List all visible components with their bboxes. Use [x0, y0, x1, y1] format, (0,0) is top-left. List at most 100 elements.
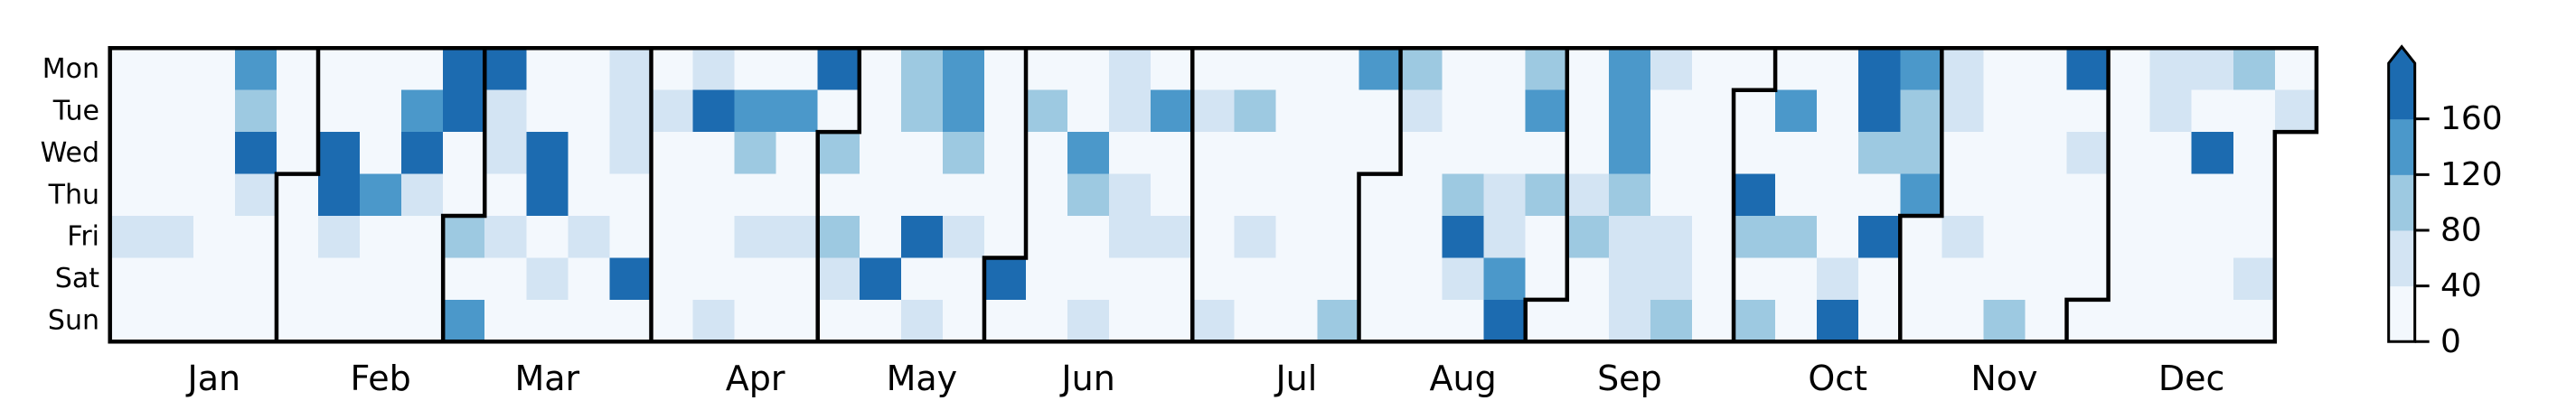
heatmap-cell: [692, 173, 735, 217]
heatmap-cell: [1650, 299, 1692, 342]
heatmap-cell: [651, 257, 693, 300]
heatmap-cell: [1775, 89, 1818, 133]
heatmap-cell: [983, 48, 1027, 90]
heatmap-cell: [1192, 48, 1235, 90]
heatmap-cell: [1359, 173, 1401, 217]
heatmap-cell: [568, 299, 610, 342]
heatmap-cell: [1775, 132, 1818, 174]
heatmap-cell: [2149, 299, 2192, 342]
month-boundary-line: [1731, 48, 1778, 342]
heatmap-cell: [776, 132, 818, 174]
heatmap-cell: [1483, 132, 1526, 174]
heatmap-cell: [360, 257, 402, 300]
heatmap-cell: [151, 48, 193, 90]
day-label-fri: Fri: [67, 221, 99, 253]
heatmap-cell: [1275, 216, 1318, 258]
colorbar-tick-label: 80: [2440, 211, 2482, 248]
heatmap-cell: [1067, 257, 1110, 300]
heatmap-cell: [401, 132, 444, 174]
heatmap-cell: [942, 89, 984, 133]
heatmap-cell: [859, 132, 901, 174]
heatmap-cell: [318, 299, 361, 342]
heatmap-cell: [1317, 299, 1359, 342]
heatmap-cell: [2149, 132, 2192, 174]
heatmap-cell: [151, 132, 193, 174]
heatmap-cell: [1109, 48, 1152, 90]
heatmap-cell: [776, 257, 818, 300]
heatmap-cell: [443, 48, 485, 90]
heatmap-cell: [1858, 299, 1901, 342]
heatmap-cell: [526, 89, 569, 133]
heatmap-cells: [109, 48, 2317, 342]
heatmap-cell: [2066, 89, 2109, 133]
colorbar-tick-label: 0: [2440, 323, 2461, 360]
heatmap-cell: [401, 89, 444, 133]
heatmap-cell: [360, 216, 402, 258]
heatmap-cell: [360, 173, 402, 217]
heatmap-cell: [651, 299, 693, 342]
heatmap-cell: [568, 132, 610, 174]
heatmap-cell: [1775, 299, 1818, 342]
heatmap-cell: [318, 173, 361, 217]
heatmap-cell: [776, 216, 818, 258]
heatmap-cell: [900, 132, 943, 174]
heatmap-cell: [692, 132, 735, 174]
heatmap-cell: [1483, 216, 1526, 258]
heatmap-cell: [1067, 299, 1110, 342]
heatmap-cell: [443, 257, 485, 300]
heatmap-cell: [1234, 257, 1276, 300]
heatmap-cell: [1151, 216, 1193, 258]
heatmap-cell: [1192, 257, 1235, 300]
heatmap-cell: [2066, 299, 2109, 342]
heatmap-cell: [1400, 48, 1443, 90]
heatmap-cell: [651, 173, 693, 217]
heatmap-cell: [1109, 173, 1152, 217]
heatmap-cell: [1275, 132, 1318, 174]
heatmap-cell: [1691, 173, 1735, 217]
heatmap-cell: [859, 173, 901, 217]
heatmap-cell: [1192, 173, 1235, 217]
heatmap-cell: [2108, 216, 2150, 258]
heatmap-cell: [1400, 299, 1443, 342]
heatmap-cell: [859, 216, 901, 258]
heatmap-cell: [276, 48, 318, 90]
heatmap-cell: [1817, 132, 1859, 174]
heatmap-cell: [526, 216, 569, 258]
heatmap-cell: [2191, 299, 2233, 342]
heatmap-cell: [401, 257, 444, 300]
heatmap-cell: [734, 132, 776, 174]
heatmap-cell: [1817, 216, 1859, 258]
heatmap-cell: [443, 299, 485, 342]
heatmap-cell: [1442, 257, 1484, 300]
heatmap-cell: [2274, 89, 2317, 133]
heatmap-cell: [734, 216, 776, 258]
heatmap-cell: [2108, 132, 2150, 174]
heatmap-cell: [2108, 299, 2150, 342]
heatmap-cell: [1525, 132, 1567, 174]
heatmap-cell: [2233, 48, 2275, 90]
heatmap-cell: [1650, 257, 1692, 300]
heatmap-cell: [983, 89, 1027, 133]
heatmap-cell: [1566, 173, 1609, 217]
month-boundary-line: [1898, 48, 1944, 342]
heatmap-cell: [2191, 173, 2233, 217]
heatmap-cell: [318, 132, 361, 174]
heatmap-cell: [1817, 299, 1859, 342]
heatmap-cell: [1983, 132, 2026, 174]
heatmap-cell: [2233, 89, 2275, 133]
heatmap-cell: [1608, 48, 1650, 90]
heatmap-cell: [1734, 173, 1776, 217]
heatmap-cell: [734, 173, 776, 217]
heatmap-cell: [1483, 257, 1526, 300]
heatmap-cell: [900, 89, 943, 133]
heatmap-cell: [942, 132, 984, 174]
heatmap-cell: [1442, 132, 1484, 174]
heatmap-cell: [1691, 48, 1735, 90]
heatmap-cell: [900, 257, 943, 300]
heatmap-cell: [1192, 216, 1235, 258]
month-label-mar: Mar: [514, 359, 579, 398]
heatmap-cell: [526, 173, 569, 217]
heatmap-cell: [1234, 48, 1276, 90]
plot-border: [108, 46, 2319, 344]
heatmap-cell: [484, 257, 527, 300]
